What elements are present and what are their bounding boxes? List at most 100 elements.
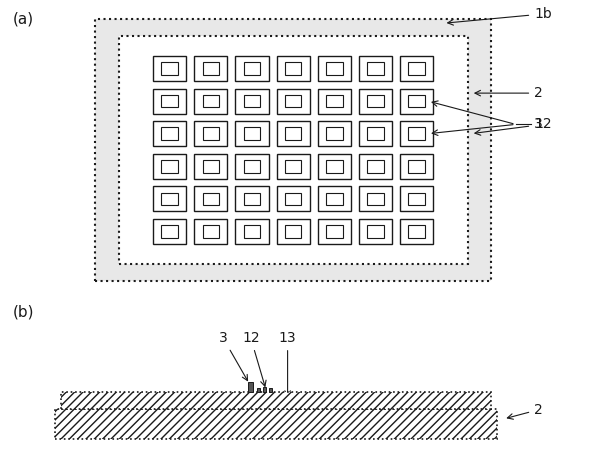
Bar: [285, 160, 301, 173]
Bar: [194, 56, 227, 81]
Bar: [154, 154, 187, 179]
Bar: [277, 186, 310, 212]
Bar: [285, 62, 301, 75]
Bar: [244, 95, 260, 107]
Bar: [161, 95, 178, 107]
Bar: [318, 154, 351, 179]
Bar: [161, 160, 178, 173]
Bar: [408, 127, 425, 140]
Text: (b): (b): [12, 305, 34, 319]
Bar: [408, 225, 425, 238]
Bar: [359, 56, 392, 81]
Bar: [244, 160, 260, 173]
Bar: [95, 19, 491, 281]
Bar: [236, 186, 269, 212]
Bar: [400, 89, 433, 114]
Bar: [277, 89, 310, 114]
Bar: [367, 95, 384, 107]
Bar: [263, 387, 266, 392]
Text: 12: 12: [475, 117, 552, 135]
Bar: [277, 121, 310, 146]
Bar: [194, 154, 227, 179]
Text: 1b: 1b: [448, 7, 552, 25]
Bar: [119, 36, 468, 264]
Bar: [326, 127, 343, 140]
Bar: [194, 186, 227, 212]
Bar: [203, 62, 219, 75]
Bar: [236, 89, 269, 114]
Bar: [359, 154, 392, 179]
Bar: [277, 56, 310, 81]
Bar: [55, 409, 497, 439]
Bar: [154, 121, 187, 146]
Bar: [367, 225, 384, 238]
Bar: [161, 127, 178, 140]
Bar: [400, 186, 433, 212]
Bar: [326, 225, 343, 238]
Bar: [285, 95, 301, 107]
Bar: [400, 121, 433, 146]
Bar: [203, 225, 219, 238]
Bar: [285, 127, 301, 140]
Bar: [326, 95, 343, 107]
Bar: [318, 219, 351, 244]
Bar: [318, 89, 351, 114]
Bar: [318, 121, 351, 146]
Bar: [244, 225, 260, 238]
Bar: [236, 219, 269, 244]
Bar: [285, 225, 301, 238]
Text: 3: 3: [219, 331, 247, 380]
Bar: [236, 56, 269, 81]
Bar: [367, 193, 384, 205]
Bar: [359, 219, 392, 244]
Bar: [269, 388, 271, 392]
Bar: [244, 127, 260, 140]
Bar: [244, 62, 260, 75]
Text: 2: 2: [507, 403, 543, 419]
Bar: [277, 154, 310, 179]
Text: 13: 13: [279, 331, 297, 396]
Bar: [203, 160, 219, 173]
Bar: [194, 121, 227, 146]
Bar: [326, 193, 343, 205]
Bar: [95, 19, 491, 281]
Bar: [203, 127, 219, 140]
Bar: [400, 154, 433, 179]
Bar: [318, 56, 351, 81]
Text: 2: 2: [475, 86, 543, 100]
Bar: [154, 89, 187, 114]
Bar: [408, 160, 425, 173]
Bar: [161, 225, 178, 238]
Bar: [400, 219, 433, 244]
Bar: [318, 186, 351, 212]
Text: 3: 3: [534, 117, 543, 132]
Bar: [257, 388, 260, 392]
Bar: [247, 382, 252, 392]
Bar: [154, 219, 187, 244]
Bar: [203, 193, 219, 205]
Bar: [161, 62, 178, 75]
Bar: [285, 193, 301, 205]
Bar: [236, 121, 269, 146]
Bar: [367, 160, 384, 173]
Bar: [61, 392, 491, 409]
Bar: [326, 62, 343, 75]
Bar: [408, 193, 425, 205]
Bar: [161, 193, 178, 205]
Bar: [277, 219, 310, 244]
Bar: [359, 89, 392, 114]
Bar: [154, 186, 187, 212]
Bar: [203, 95, 219, 107]
Bar: [408, 62, 425, 75]
Text: (a): (a): [12, 12, 33, 27]
Bar: [194, 89, 227, 114]
Bar: [367, 127, 384, 140]
Bar: [236, 154, 269, 179]
Bar: [367, 62, 384, 75]
Bar: [359, 121, 392, 146]
Bar: [408, 95, 425, 107]
Bar: [359, 186, 392, 212]
Bar: [244, 193, 260, 205]
Bar: [326, 160, 343, 173]
Bar: [194, 219, 227, 244]
